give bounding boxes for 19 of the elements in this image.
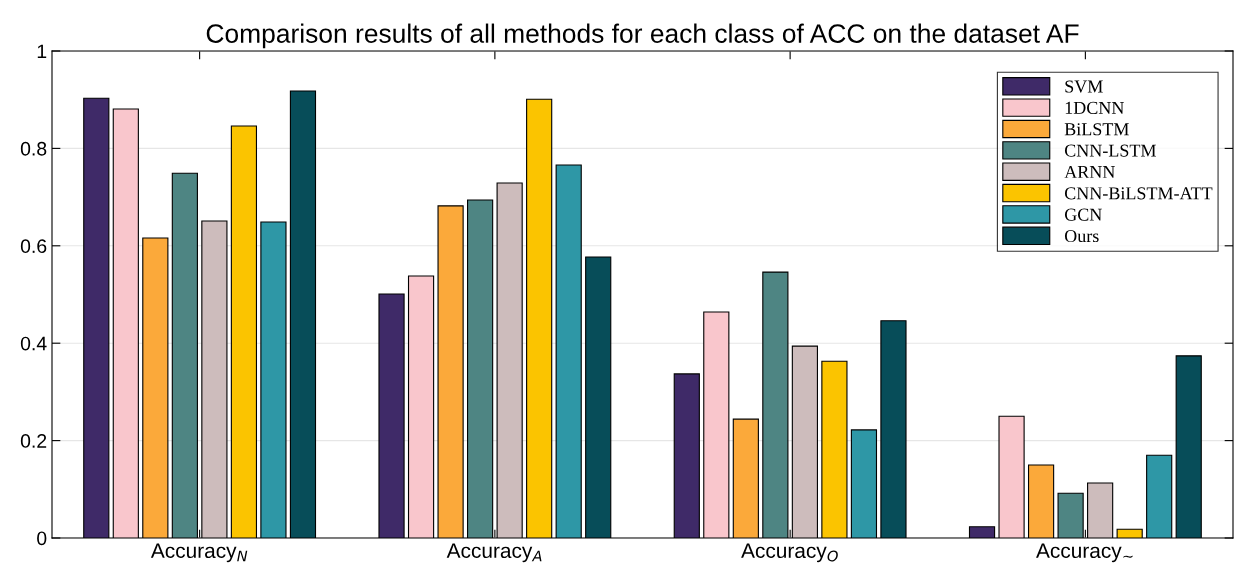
legend-label: Ours [1064,229,1099,243]
y-tick-label: 0.6 [20,239,47,254]
legend-label: CNN-LSTM [1064,144,1156,157]
legend-label: CNN-BiLSTM-ATT [1064,187,1213,200]
x-tick-label: Accuracy$_{O}$ [741,543,838,563]
y-tick-label: 0.2 [20,434,47,448]
y-tick-label: 0 [37,531,47,546]
legend-label: 1DCNN [1065,101,1124,114]
legend-label: ARNN [1064,165,1115,178]
legend-label: BiLSTM [1064,123,1129,136]
legend-label: GCN [1064,208,1102,221]
chart-title: Comparison results of all methods for each class of ACC on the dataset AF [206,23,1079,49]
y-tick-label: 0.8 [20,141,47,156]
x-tick-label: Accuracy$_{∼}$ [1036,543,1133,563]
y-tick-label: 0.4 [20,336,47,351]
x-tick-label: Accuracy$_{A}$ [446,543,542,563]
x-tick-label: Accuracy$_{N}$ [150,543,248,563]
legend-label: SVM [1065,80,1103,93]
y-tick-label: 1 [37,44,47,59]
